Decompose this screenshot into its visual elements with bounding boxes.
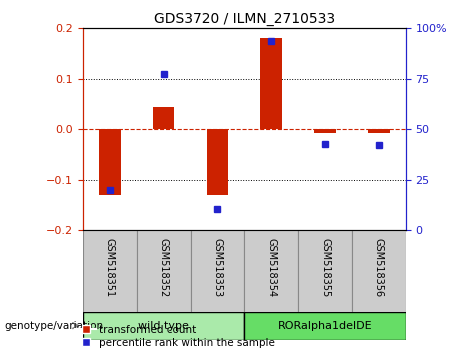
Text: GSM518355: GSM518355 (320, 238, 330, 297)
Bar (153, 107, 174, 129)
Text: genotype/variation: genotype/variation (5, 321, 104, 331)
Bar (244, 312, 406, 340)
Bar (207, 129, 228, 195)
Bar (314, 129, 336, 133)
Text: RORalpha1delDE: RORalpha1delDE (278, 321, 372, 331)
Text: wild type: wild type (138, 321, 189, 331)
Bar (298, 230, 352, 312)
Text: GSM518352: GSM518352 (159, 238, 169, 297)
Bar (83, 312, 244, 340)
Bar (260, 38, 282, 129)
Bar (137, 230, 190, 312)
Legend: transformed count, percentile rank within the sample: transformed count, percentile rank withi… (74, 324, 276, 349)
Title: GDS3720 / ILMN_2710533: GDS3720 / ILMN_2710533 (154, 12, 335, 26)
Bar (83, 230, 137, 312)
Text: GSM518353: GSM518353 (213, 238, 223, 297)
Text: GSM518351: GSM518351 (105, 238, 115, 297)
Bar (244, 230, 298, 312)
Text: GSM518354: GSM518354 (266, 238, 276, 297)
Bar (190, 230, 244, 312)
Bar (352, 230, 406, 312)
Text: GSM518356: GSM518356 (374, 238, 384, 297)
Bar (368, 129, 390, 133)
Bar (99, 129, 121, 195)
